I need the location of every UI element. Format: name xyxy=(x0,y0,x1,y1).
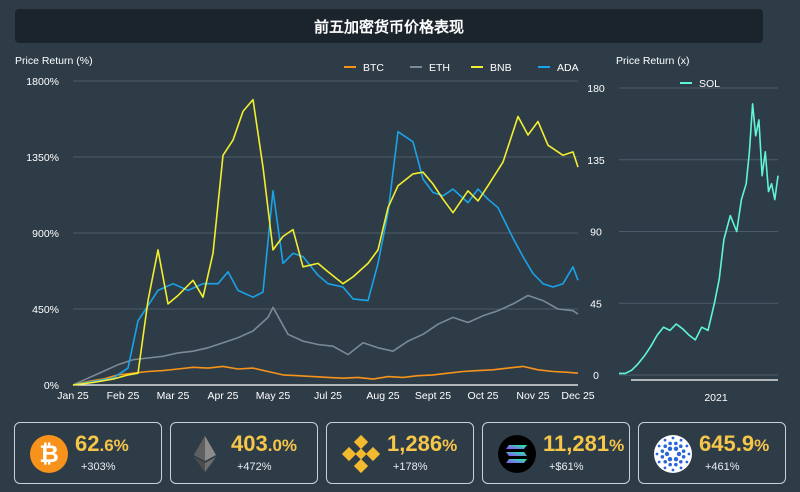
legend-label-bnb: BNB xyxy=(490,62,512,74)
main-x-tick-label: Jan 25 xyxy=(57,390,89,402)
cardano-dot xyxy=(663,466,667,470)
cardano-dot xyxy=(678,459,683,464)
sol-return-value: 11,281% xyxy=(543,431,625,456)
main-x-tick-label: Mar 25 xyxy=(157,390,190,402)
legend-label-ada: ADA xyxy=(557,62,579,74)
cardano-dot xyxy=(660,449,665,453)
cardano-dot xyxy=(673,446,679,451)
main-y-tick-label: 0% xyxy=(44,380,59,392)
btc-return-value: 62.6% xyxy=(75,431,129,456)
cardano-dot xyxy=(671,436,675,440)
cardano-dot xyxy=(681,455,686,459)
cardano-dot xyxy=(667,457,673,462)
series-line-sol xyxy=(619,103,779,375)
sol-return-sub: +$61% xyxy=(549,461,584,473)
cardano-dot xyxy=(664,451,670,457)
sol-x-tick-label: 2021 xyxy=(704,392,728,404)
cardano-dot xyxy=(676,451,682,457)
cardano-dot xyxy=(685,444,689,448)
cardano-bg xyxy=(654,435,692,473)
cardano-dot xyxy=(668,441,672,446)
cardano-dot xyxy=(685,460,689,464)
bnb-card: 1,286% +178% xyxy=(326,422,474,484)
series-line-bnb xyxy=(72,98,579,386)
ethereum-icon xyxy=(194,436,216,472)
legend-label-btc: BTC xyxy=(363,62,384,74)
legend-label-sol: SOL xyxy=(699,78,720,90)
cardano-dot xyxy=(668,462,672,467)
cardano-dot xyxy=(657,460,661,464)
sol-y-tick-label: 90 xyxy=(590,227,602,239)
bitcoin-icon: ₿ xyxy=(30,435,68,473)
bnb-return-sub: +178% xyxy=(393,461,428,473)
cardano-dot xyxy=(663,438,667,442)
cardano-dot xyxy=(687,452,691,456)
cardano-dot xyxy=(679,466,683,470)
cardano-dot xyxy=(663,459,668,464)
main-y-tick-label: 1800% xyxy=(26,76,59,88)
main-x-tick-label: Jul 25 xyxy=(314,390,342,402)
cardano-dot xyxy=(667,446,673,451)
sol-y-axis-label: Price Return (x) xyxy=(616,55,690,67)
solana-icon xyxy=(498,435,536,473)
main-y-tick-label: 900% xyxy=(32,228,59,240)
series-line-ada xyxy=(72,130,579,386)
cardano-dot xyxy=(660,455,665,459)
main-x-tick-label: Feb 25 xyxy=(107,390,140,402)
sol-card: 11,281% +$61% xyxy=(482,422,630,484)
ada-return-sub: +461% xyxy=(705,461,740,473)
legend-label-eth: ETH xyxy=(429,62,450,74)
main-y-tick-label: 1350% xyxy=(26,152,59,164)
svg-text:₿: ₿ xyxy=(39,441,59,468)
main-x-tick-label: May 25 xyxy=(256,390,291,402)
cardano-icon xyxy=(654,435,692,473)
main-x-tick-label: Aug 25 xyxy=(366,390,399,402)
main-line-chart: Price Return (%) Price Return (x) 0% 450%… xyxy=(15,55,779,404)
main-x-tick-label: Sept 25 xyxy=(415,390,451,402)
series-line-eth xyxy=(72,294,579,386)
cardano-dot xyxy=(681,449,686,453)
sol-y-tick-label: 45 xyxy=(590,298,602,310)
cardano-dot xyxy=(674,441,678,446)
cardano-dot xyxy=(678,444,683,449)
cardano-dot xyxy=(671,468,675,472)
stat-cards: ₿ 62.6% +303% 403.0% +472% 1,286% +178% xyxy=(14,422,786,484)
bnb-return-value: 1,286% xyxy=(387,431,458,456)
cardano-dot xyxy=(657,444,661,448)
main-x-tick-label: Nov 25 xyxy=(516,390,549,402)
ada-return-value: 645.9% xyxy=(699,431,770,456)
main-y-axis-label: Price Return (%) xyxy=(15,55,93,67)
chart-title: 前五加密货币价格表现 xyxy=(15,9,763,43)
btc-return-sub: +303% xyxy=(81,461,116,473)
cardano-dot xyxy=(655,452,659,456)
main-y-tick-label: 450% xyxy=(32,304,59,316)
cardano-dot xyxy=(673,457,679,462)
sol-y-tick-label: 135 xyxy=(587,155,605,167)
cardano-dot xyxy=(679,438,683,442)
eth-card: 403.0% +472% xyxy=(170,422,318,484)
btc-card: ₿ 62.6% +303% xyxy=(14,422,162,484)
main-x-tick-label: Apr 25 xyxy=(208,390,239,402)
main-x-tick-label: Dec 25 xyxy=(561,390,594,402)
ada-card: 645.9% +461% xyxy=(638,422,786,484)
bnb-icon xyxy=(341,434,381,474)
eth-return-value: 403.0% xyxy=(231,431,298,456)
sol-y-tick-label: 180 xyxy=(587,83,605,95)
cardano-dot xyxy=(663,444,668,449)
eth-return-sub: +472% xyxy=(237,461,272,473)
sol-y-tick-label: 0 xyxy=(593,370,599,382)
series-line-btc xyxy=(72,365,579,386)
main-x-tick-label: Oct 25 xyxy=(468,390,499,402)
cardano-dot xyxy=(674,462,678,467)
